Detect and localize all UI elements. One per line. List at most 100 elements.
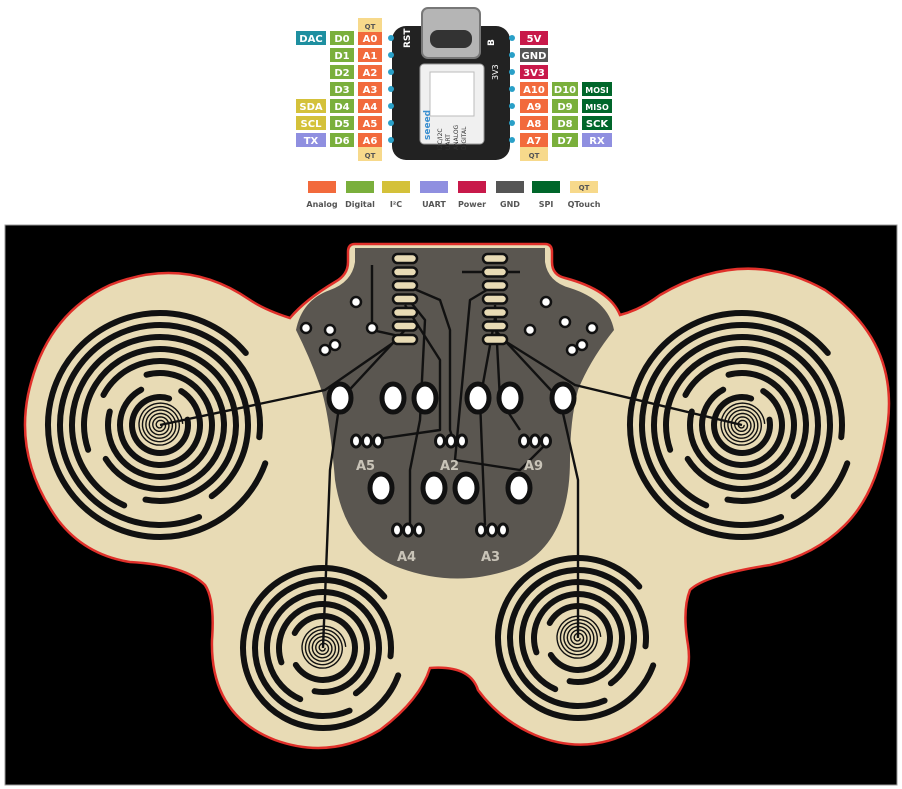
pad-ring	[519, 579, 637, 693]
pin-dot	[388, 103, 394, 109]
pin-analog-a0-box	[358, 31, 382, 45]
small-pad	[402, 522, 414, 538]
pad-ring	[291, 613, 358, 683]
via-pad	[299, 321, 313, 335]
right-pin-labels: 5V GND 3V3 A10 D10 MOSI A9 D9 MISO A8 D8 SCK A7 D7 RX Q…	[509, 31, 612, 161]
pin-analog-a9-box	[520, 99, 548, 113]
rst-label: RST	[403, 28, 413, 48]
pin-analog-a1: A1	[358, 48, 382, 62]
pin-analog-a2-text: A2	[363, 68, 378, 79]
header-pin	[481, 306, 509, 319]
pad-group-a4	[391, 522, 425, 538]
pin-func-tx-text: TX	[304, 136, 319, 147]
pad-ring	[495, 555, 657, 721]
pad-ring	[105, 370, 215, 480]
boot-label: B	[487, 39, 497, 46]
pin-func-dac-text: DAC	[299, 34, 322, 45]
pin-analog-a5: A5	[358, 116, 382, 130]
pin-analog-a6-box	[358, 133, 382, 147]
pad-ring	[45, 310, 269, 540]
header-pin	[391, 333, 419, 346]
pin-digital-d2-text: D2	[334, 68, 349, 79]
legend-item-analog: Analog	[306, 181, 338, 209]
led-pad	[505, 471, 533, 505]
pin-power-5v-box	[520, 31, 548, 45]
pin-analog-a4-text: A4	[363, 102, 378, 113]
pin-dot	[509, 52, 515, 58]
pad-ring	[682, 358, 809, 492]
pin-digital-d1-box	[330, 48, 354, 62]
legend-label: GND	[500, 200, 520, 209]
pin-analog-a5-text: A5	[363, 119, 378, 130]
pin-analog-a5-box	[358, 116, 382, 130]
small-pad	[434, 433, 446, 449]
legend-item-power: Power	[458, 181, 486, 209]
pin-digital-d8-text: D8	[557, 119, 572, 130]
legend-swatch	[458, 181, 486, 193]
pin-func-sda-text: SDA	[299, 102, 323, 113]
pin-dot	[388, 52, 394, 58]
pin-func-scl-text: SCL	[301, 119, 323, 130]
pad-group-a9	[518, 433, 552, 449]
pin-dot	[388, 35, 394, 41]
pad-ring	[639, 322, 845, 528]
legend-swatch	[532, 181, 560, 193]
color-legend: Analog Digital I²C UART Power GND SPI QT QTouch	[306, 181, 601, 209]
led-pad	[379, 381, 407, 415]
copper-trace	[499, 336, 743, 427]
pad-label-a2: A2	[440, 459, 459, 474]
copper-trace	[369, 304, 442, 442]
pad-inner-spiral	[720, 402, 766, 446]
pin-func-scl-box	[296, 116, 326, 130]
legend-item-spi: SPI	[532, 181, 560, 209]
led-pad	[326, 381, 354, 415]
via-pad	[575, 338, 589, 352]
pin-power-5v-text: 5V	[527, 34, 542, 45]
pin-analog-a7-box	[520, 133, 548, 147]
pin-power-5v: 5V	[520, 31, 548, 45]
pin-power-gnd-box	[520, 48, 548, 62]
header-pin	[481, 279, 509, 292]
via-pad	[539, 295, 553, 309]
pad-label-a9: A9	[524, 459, 543, 474]
qt-badge-a6-text: QT	[365, 152, 376, 160]
pad-ring	[627, 310, 851, 540]
pin-analog-a8-box	[520, 116, 548, 130]
legend-label: QTouch	[568, 200, 601, 209]
pin-analog-a3-text: A3	[363, 85, 378, 96]
small-pad	[540, 433, 552, 449]
touch-pad-bottom-left	[240, 565, 402, 731]
legend-label: SPI	[539, 200, 554, 209]
pin-func-dac: DAC	[296, 31, 326, 45]
pin-digital-d10-box	[552, 82, 578, 96]
legend-swatch	[496, 181, 524, 193]
small-pad	[456, 433, 468, 449]
small-pad	[518, 433, 530, 449]
pin-dot	[388, 86, 394, 92]
header-left	[391, 252, 419, 346]
board-legend-line: I2C/I2C	[437, 128, 444, 150]
pin-func-sck: SCK	[582, 116, 612, 130]
pin-analog-a0-text: A0	[363, 34, 378, 45]
pin-func-dac-box	[296, 31, 326, 45]
pcb-render: A5 A2 A9 A4 A3	[4, 224, 898, 786]
pinout-diagram: RST B seeed I2C/I2C UART ANALOG DIGITAL …	[296, 7, 612, 209]
pin-analog-a2-box	[358, 65, 382, 79]
pin-analog-a6: A6	[358, 133, 382, 147]
pad-ring	[100, 358, 227, 492]
pin-analog-a10: A10	[520, 82, 548, 96]
pin-dot	[509, 120, 515, 126]
pad-group-a3	[475, 522, 509, 538]
led-pad	[452, 471, 480, 505]
pin-analog-a8-text: A8	[527, 119, 542, 130]
led-pad	[464, 381, 492, 415]
pin-power-gnd-text: GND	[522, 51, 547, 62]
legend-swatch-text: QT	[579, 184, 590, 192]
pin-analog-a10-box	[520, 82, 548, 96]
touch-pad-bottom-right	[495, 555, 657, 721]
pin-power-3v3: 3V3	[520, 65, 548, 79]
brand-label: seeed	[423, 110, 433, 140]
pin-func-mosi-text: MOSI	[585, 86, 609, 95]
pad-ring	[276, 601, 370, 695]
pad-ring	[663, 346, 821, 504]
